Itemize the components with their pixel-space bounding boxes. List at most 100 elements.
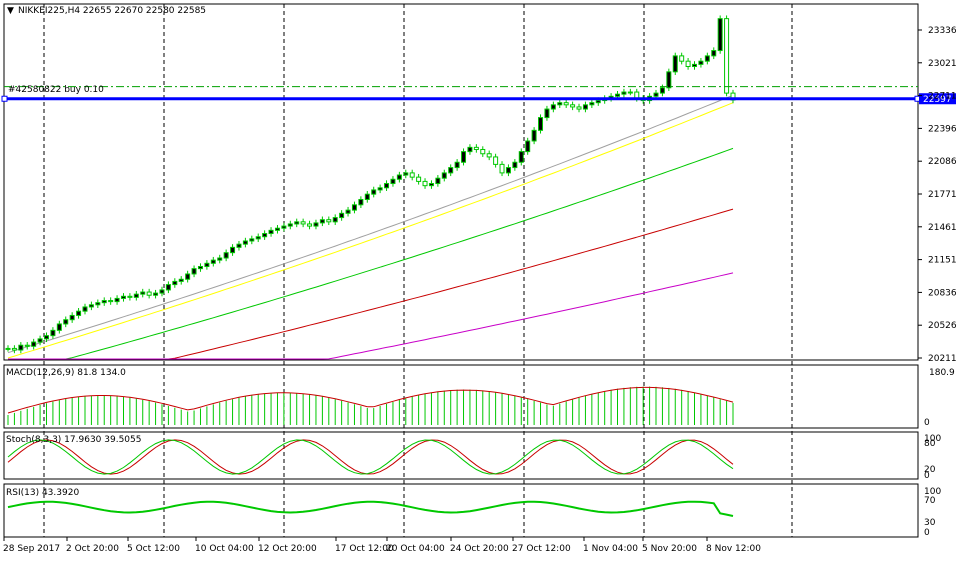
price-tick-label: 21151 [928,256,957,266]
current-price-value: 22597 [923,95,952,105]
rsi-level-100: 100 [924,487,941,497]
candle-body [570,104,576,108]
ma-line [7,94,734,354]
candle-body [204,262,210,268]
main-price-pane[interactable] [3,3,919,361]
candle-body [659,87,665,94]
candle-body [31,341,37,347]
candle-body [422,180,428,187]
candle-body [672,55,678,73]
candle-body [108,300,114,303]
candle-body [18,344,24,351]
candle-body [403,172,409,176]
candle-body [582,104,588,110]
price-axis: 23336 23021 22711 22396 22086 21771 21461 21151… [918,26,957,364]
stoch-main-line [7,439,734,475]
candle-body [454,161,460,169]
candle-body [441,172,447,179]
candle-body [345,209,351,214]
candle-body [76,310,82,316]
rsi-level-30: 30 [924,518,936,528]
rsi-level-70: 70 [924,496,936,506]
candle-body [43,335,49,340]
candle-body [384,183,390,189]
time-tick-label: 12 Oct 20:00 [258,544,317,554]
candle-body [249,238,255,242]
candle-body [185,273,191,280]
candle-body [332,217,338,223]
candle-body [685,60,691,68]
candle-body [197,266,203,270]
candle-body [390,178,396,185]
price-tick-label: 21461 [928,223,957,233]
chart-collapse-icon[interactable]: ▼ [7,6,14,16]
candle-body [512,161,518,169]
time-tick-label: 5 Nov 20:00 [642,544,697,554]
time-axis: 28 Sep 2017 2 Oct 20:00 5 Oct 12:00 10 Oct … [3,537,761,554]
candle-body [146,291,152,296]
candle-body [339,212,345,219]
candle-body [300,221,306,225]
time-tick-label: 5 Oct 12:00 [127,544,180,554]
candle-body [262,233,268,238]
stoch-pane[interactable] [3,431,919,480]
candle-body [120,295,126,299]
ma-line [7,102,734,359]
candle-body [82,306,88,312]
candle-body [550,104,556,110]
rsi-line [7,500,734,517]
candle-body [544,108,550,119]
price-tick-label: 22396 [928,124,957,134]
candle-body [576,106,582,110]
candle-body [396,174,402,180]
line-handle-left[interactable] [1,95,8,102]
candle-body [589,102,595,106]
macd-pane[interactable] [3,364,919,429]
ma-line [8,272,734,360]
price-tick-label: 23021 [928,59,957,69]
candle-body [711,50,717,57]
candle-body [486,153,492,158]
macd-histogram [7,386,734,425]
macd-scale-bottom: 0 [924,418,930,428]
candle-body [563,102,569,106]
price-tick-label: 23336 [928,26,957,36]
candle-body [11,347,17,351]
stoch-level-80: 80 [924,439,936,449]
candle-body [153,292,159,296]
macd-label: MACD(12,26,9) 81.8 134.0 [6,368,126,378]
candle-body [351,204,357,211]
symbol-quote-line: NIKKEI225,H4 22655 22670 22580 22585 [18,6,206,16]
candle-body [615,93,621,97]
candle-body [95,302,101,306]
rsi-label: RSI(13) 43.3920 [6,488,79,498]
oscillator-lines [7,439,734,517]
candle-body [326,219,332,223]
candle-body [499,163,505,174]
candle-body [358,198,364,206]
candle-body [114,297,120,303]
candle-body [230,246,236,254]
candle-body [307,223,313,227]
stoch-level-20: 20 [924,465,936,475]
candle-body [377,187,383,191]
candle-body [473,146,479,150]
stoch-level-100: 100 [924,434,941,444]
candle-body [698,60,704,65]
price-tick-label: 20836 [928,288,957,298]
candle-body [101,300,107,304]
rsi-pane[interactable] [3,483,919,538]
time-tick-label: 10 Oct 04:00 [195,544,254,554]
candle-body [467,146,473,153]
candle-body [704,55,710,62]
candle-body [56,323,62,331]
candle-body [50,329,56,337]
candle-body [416,176,422,182]
candle-body [63,319,69,325]
time-tick-label: 20 Oct 04:00 [386,544,445,554]
candle-body [88,304,94,308]
price-tick-label: 21771 [928,190,957,200]
time-tick-label: 28 Sep 2017 [3,544,60,554]
